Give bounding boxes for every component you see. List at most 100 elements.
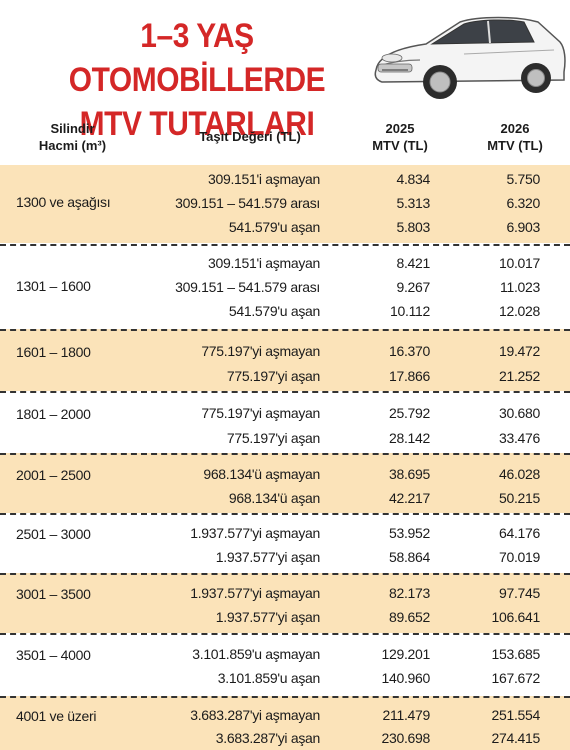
mtv-2026: 274.415 — [491, 730, 540, 746]
mtv-2026: 6.903 — [506, 219, 540, 235]
cylinder-label: 1601 – 1800 — [16, 344, 91, 360]
table-row: 1.937.577'yi aşmayan 82.173 97.745 — [0, 582, 570, 606]
vehicle-value: 3.101.859'u aşmayan — [192, 646, 320, 662]
column-header-value: Taşıt Değeri (TL) — [155, 128, 345, 180]
mtv-2026: 46.028 — [498, 466, 540, 482]
column-header-2026: 2026 MTV (TL) — [470, 120, 560, 172]
table-row: 309.151'i aşmayan 4.834 5.750 — [0, 168, 570, 192]
mtv-2025: 140.960 — [381, 670, 430, 686]
vehicle-value: 775.197'yi aşmayan — [201, 343, 320, 359]
mtv-2025: 53.952 — [388, 525, 430, 541]
mtv-2025: 10.112 — [390, 303, 430, 319]
vehicle-value: 1.937.577'yi aşmayan — [190, 525, 320, 541]
table-row: 775.197'yi aşan 28.142 33.476 — [0, 427, 570, 451]
car-icon — [374, 16, 566, 99]
mtv-2026: 70.019 — [498, 549, 540, 565]
mtv-2026: 6.320 — [506, 195, 540, 211]
cylinder-header-line-1: Silindir — [50, 121, 95, 136]
mtv-2026: 106.641 — [491, 609, 540, 625]
cylinder-label: 3001 – 3500 — [16, 586, 91, 602]
mtv-2026: 5.750 — [506, 171, 540, 187]
table-row: 3.683.287'yi aşmayan 211.479 251.554 — [0, 704, 570, 728]
table-group: 1601 – 1800 775.197'yi aşmayan 16.370 19… — [0, 329, 570, 391]
mtv-2026: 153.685 — [491, 646, 540, 662]
mtv-2025: 17.866 — [388, 368, 430, 384]
cylinder-label: 2001 – 2500 — [16, 467, 91, 483]
mtv-2025: 89.652 — [388, 609, 430, 625]
mtv-2025: 129.201 — [381, 646, 430, 662]
mtv-2026: 19.472 — [498, 343, 540, 359]
table-row: 775.197'yi aşmayan 16.370 19.472 — [0, 340, 570, 364]
table-group: 2501 – 3000 1.937.577'yi aşmayan 53.952 … — [0, 513, 570, 573]
mtv-2026: 30.680 — [498, 405, 540, 421]
row-divider — [0, 696, 570, 698]
table-row: 541.579'u aşan 10.112 12.028 — [0, 300, 570, 324]
mtv-2026: 21.252 — [498, 368, 540, 384]
column-header-cylinder: Silindir Hacmi (m³) — [0, 120, 145, 172]
vehicle-value: 1.937.577'yi aşan — [215, 609, 321, 625]
vehicle-value: 3.683.287'yi aşmayan — [190, 707, 320, 723]
mtv-2025: 82.173 — [388, 585, 430, 601]
vehicle-value: 1.937.577'yi aşmayan — [190, 585, 320, 601]
mtv-2026: 97.745 — [498, 585, 540, 601]
mtv-2025: 9.267 — [396, 279, 430, 295]
title-line-1: 1–3 YAŞ OTOMOBİLLERDE — [68, 17, 326, 99]
vehicle-value: 541.579'u aşan — [228, 303, 320, 319]
vehicle-value: 968.134'ü aşan — [228, 490, 320, 506]
table-row: 541.579'u aşan 5.803 6.903 — [0, 216, 570, 240]
title-line-2: MTV TUTARLARI — [79, 105, 315, 143]
cylinder-label: 1301 – 1600 — [16, 278, 91, 294]
vehicle-value: 3.101.859'u aşan — [217, 670, 321, 686]
mtv-2025: 8.421 — [396, 255, 430, 271]
table-group: 1300 ve aşağısı 309.151'i aşmayan 4.834 … — [0, 165, 570, 243]
row-divider — [0, 391, 570, 393]
mtv-2025: 25.792 — [388, 405, 430, 421]
row-divider — [0, 633, 570, 635]
table-row: 1.937.577'yi aşan 89.652 106.641 — [0, 606, 570, 630]
table-row: 309.151 – 541.579 arası 9.267 11.023 — [0, 276, 570, 300]
table-row: 309.151'i aşmayan 8.421 10.017 — [0, 252, 570, 276]
table-row: 968.134'ü aşmayan 38.695 46.028 — [0, 463, 570, 487]
table-row: 3.683.287'yi aşan 230.698 274.415 — [0, 727, 570, 750]
mtv-2025: 230.698 — [381, 730, 430, 746]
vehicle-value: 309.151'i aşmayan — [208, 255, 320, 271]
page-title: 1–3 YAŞ OTOMOBİLLERDE MTV TUTARLARI — [34, 14, 360, 146]
table-row: 1.937.577'yi aşmayan 53.952 64.176 — [0, 522, 570, 546]
mtv-2026: 10.017 — [498, 255, 540, 271]
table-group: 1801 – 2000 775.197'yi aşmayan 25.792 30… — [0, 391, 570, 453]
mtv-2026: 50.215 — [498, 490, 540, 506]
cylinder-label: 1801 – 2000 — [16, 406, 91, 422]
row-divider — [0, 329, 570, 331]
mtv-2025: 5.803 — [396, 219, 430, 235]
table-group: 4001 ve üzeri 3.683.287'yi aşmayan 211.4… — [0, 696, 570, 750]
vehicle-value: 309.151'i aşmayan — [208, 171, 320, 187]
header-2025-line-1: 2025 — [385, 121, 415, 136]
mtv-2025: 38.695 — [388, 466, 430, 482]
mtv-2026: 33.476 — [498, 430, 540, 446]
mtv-2026: 12.028 — [498, 303, 540, 319]
vehicle-value: 309.151 – 541.579 arası — [175, 279, 320, 295]
header-2025-line-2: MTV (TL) — [372, 138, 428, 153]
table-row: 775.197'yi aşmayan 25.792 30.680 — [0, 402, 570, 426]
table-group: 3001 – 3500 1.937.577'yi aşmayan 82.173 … — [0, 573, 570, 633]
mtv-2025: 5.313 — [396, 195, 430, 211]
mtv-2025: 16.370 — [388, 343, 430, 359]
table-row: 3.101.859'u aşmayan 129.201 153.685 — [0, 643, 570, 667]
vehicle-value: 968.134'ü aşmayan — [203, 466, 320, 482]
table-group: 3501 – 4000 3.101.859'u aşmayan 129.201 … — [0, 633, 570, 696]
vehicle-value: 541.579'u aşan — [228, 219, 320, 235]
cylinder-label: 1300 ve aşağısı — [16, 194, 111, 210]
mtv-2025: 58.864 — [388, 549, 430, 565]
vehicle-value: 775.197'yi aşan — [226, 430, 320, 446]
table-row: 309.151 – 541.579 arası 5.313 6.320 — [0, 192, 570, 216]
cylinder-header-line-2: Hacmi (m³) — [38, 138, 107, 153]
row-divider — [0, 513, 570, 515]
mtv-2025: 28.142 — [388, 430, 430, 446]
table-row: 3.101.859'u aşan 140.960 167.672 — [0, 667, 570, 691]
cylinder-label: 2501 – 3000 — [16, 526, 91, 542]
table-group: 2001 – 2500 968.134'ü aşmayan 38.695 46.… — [0, 453, 570, 513]
mtv-2025: 4.834 — [396, 171, 430, 187]
mtv-2025: 42.217 — [388, 490, 430, 506]
mtv-2025: 211.479 — [382, 707, 431, 723]
table-row: 1.937.577'yi aşan 58.864 70.019 — [0, 546, 570, 570]
